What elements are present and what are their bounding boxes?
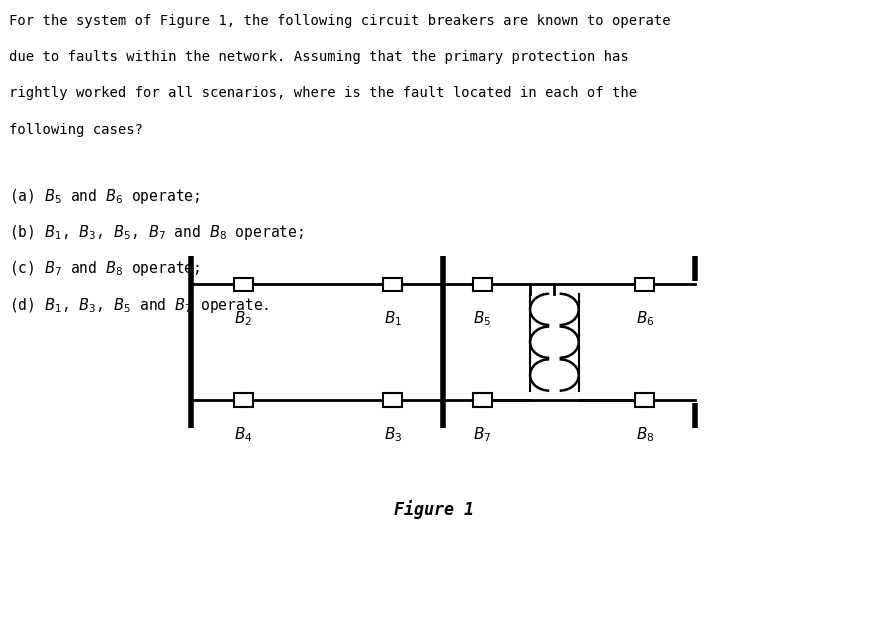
Text: (a) $B_5$ and $B_6$ operate;: (a) $B_5$ and $B_6$ operate; [9, 187, 200, 206]
Bar [473, 278, 492, 291]
Text: $B_5$: $B_5$ [474, 309, 491, 328]
Bar [635, 278, 654, 291]
Bar [473, 393, 492, 407]
Text: $B_3$: $B_3$ [383, 425, 402, 444]
Text: $B_7$: $B_7$ [473, 425, 492, 444]
Text: due to faults within the network. Assuming that the primary protection has: due to faults within the network. Assumi… [9, 50, 628, 64]
Text: $B_6$: $B_6$ [635, 309, 654, 328]
Text: $B_2$: $B_2$ [235, 309, 252, 328]
Text: (b) $B_1$, $B_3$, $B_5$, $B_7$ and $B_8$ operate;: (b) $B_1$, $B_3$, $B_5$, $B_7$ and $B_8$… [9, 223, 303, 242]
Text: For the system of Figure 1, the following circuit breakers are known to operate: For the system of Figure 1, the followin… [9, 14, 670, 28]
Text: $B_1$: $B_1$ [384, 309, 401, 328]
Bar [635, 393, 654, 407]
Text: $B_4$: $B_4$ [234, 425, 253, 444]
Text: (d) $B_1$, $B_3$, $B_5$ and $B_7$ operate.: (d) $B_1$, $B_3$, $B_5$ and $B_7$ operat… [9, 296, 269, 314]
Bar [234, 278, 253, 291]
Text: (c) $B_7$ and $B_8$ operate;: (c) $B_7$ and $B_8$ operate; [9, 259, 200, 278]
Text: $B_8$: $B_8$ [635, 425, 654, 444]
Bar [383, 393, 402, 407]
Bar [234, 393, 253, 407]
Bar [383, 278, 402, 291]
Text: following cases?: following cases? [9, 122, 143, 136]
Text: Figure 1: Figure 1 [395, 500, 474, 519]
Text: rightly worked for all scenarios, where is the fault located in each of the: rightly worked for all scenarios, where … [9, 86, 637, 100]
